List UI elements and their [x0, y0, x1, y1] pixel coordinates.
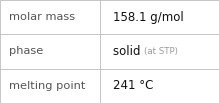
Text: 241 °C: 241 °C [113, 79, 153, 92]
Text: 158.1 g/mol: 158.1 g/mol [113, 11, 184, 24]
Text: solid: solid [113, 45, 148, 58]
Text: molar mass: molar mass [9, 12, 75, 22]
Text: (at STP): (at STP) [144, 47, 177, 56]
Text: melting point: melting point [9, 81, 85, 91]
Text: phase: phase [9, 46, 43, 57]
